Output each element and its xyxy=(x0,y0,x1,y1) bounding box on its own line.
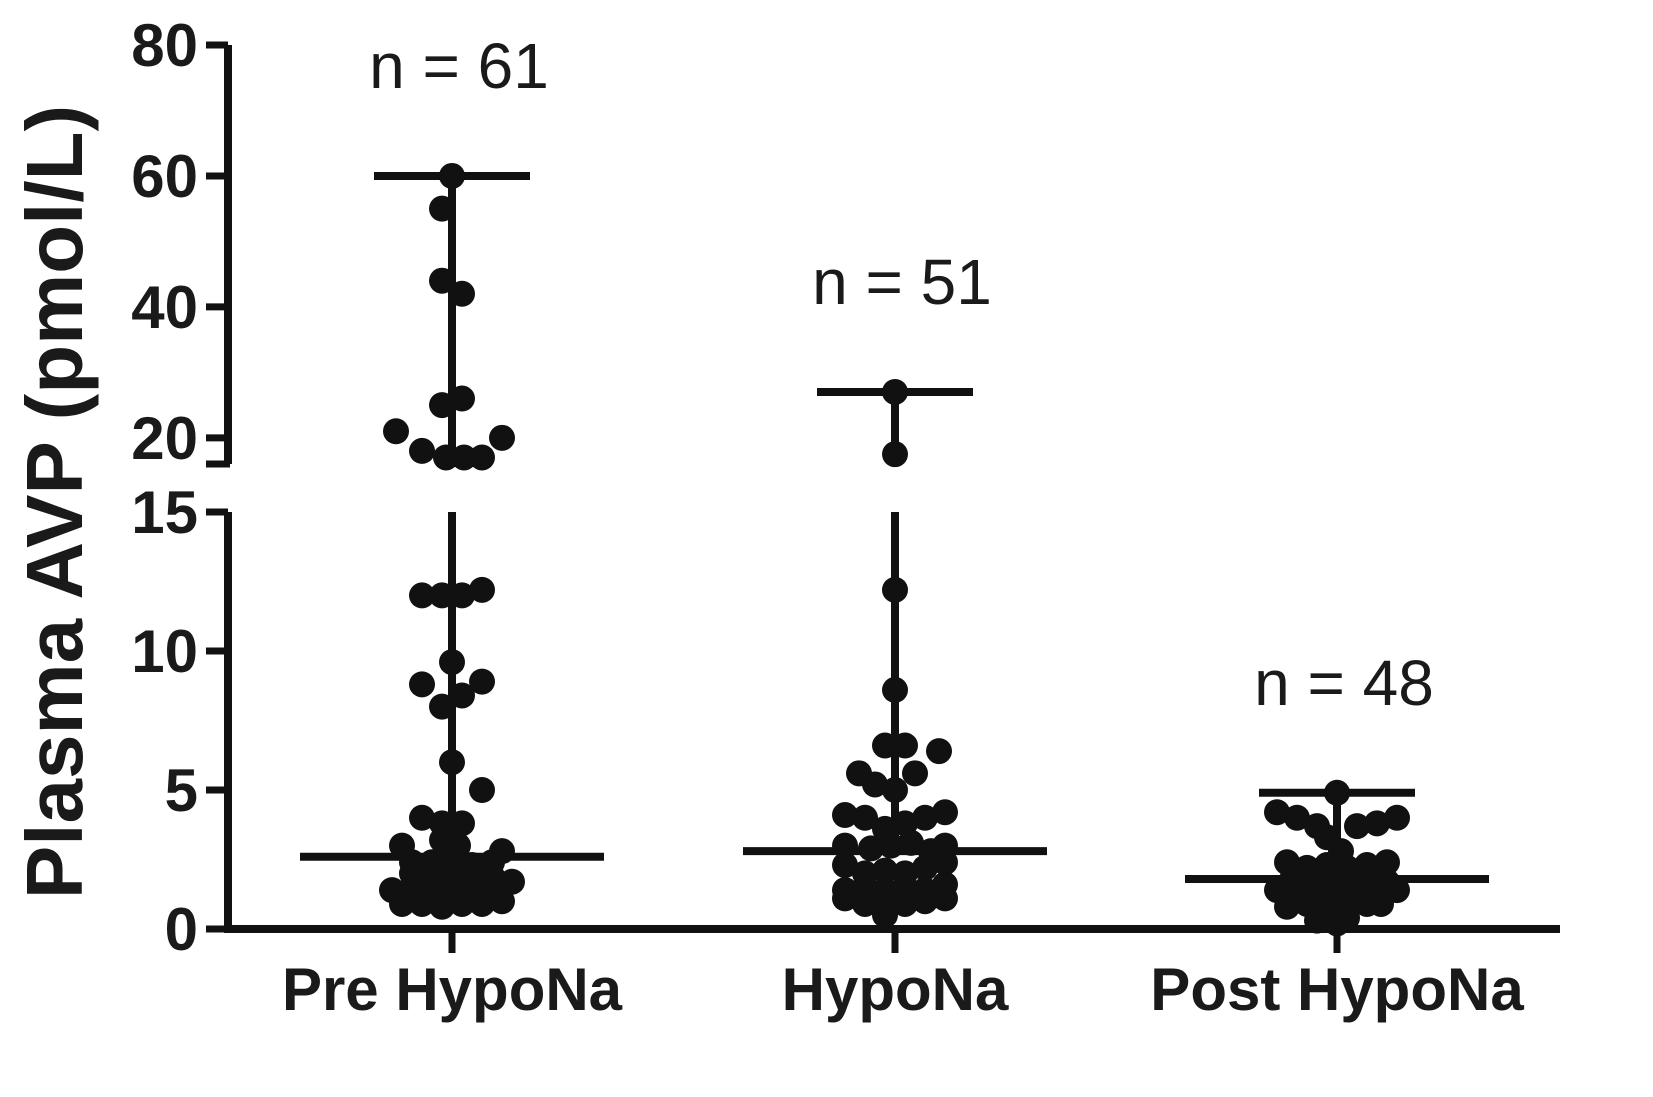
y-tick-label: 80 xyxy=(131,12,198,79)
y-tick-label: 60 xyxy=(131,143,198,210)
labels: 0 5 10 15 20 40 60 80 Pre HypoNa n = 61 HypoNa n = … xyxy=(131,12,1524,1023)
data-point xyxy=(1304,907,1330,934)
data-point xyxy=(449,582,475,609)
data-point xyxy=(1274,893,1300,920)
data-point xyxy=(1324,779,1350,806)
y-tick-label: 20 xyxy=(131,405,198,472)
x-category-label: Pre HypoNa xyxy=(282,956,623,1023)
data-point xyxy=(878,832,904,859)
data-point xyxy=(439,162,465,189)
data-point xyxy=(1334,904,1360,931)
data-point xyxy=(1384,804,1410,831)
data-point xyxy=(409,804,435,831)
data-point xyxy=(892,732,918,759)
data-point xyxy=(882,777,908,803)
data-point xyxy=(852,804,878,831)
data-point xyxy=(1364,810,1390,837)
data-point xyxy=(451,444,477,471)
data-point xyxy=(898,829,924,856)
y-tick-label: 40 xyxy=(131,274,198,341)
data-point xyxy=(852,890,878,917)
data-point xyxy=(932,799,958,826)
data-point xyxy=(882,576,908,603)
data-point xyxy=(439,649,465,676)
data-point xyxy=(489,888,515,915)
data-point xyxy=(449,385,475,412)
data-point xyxy=(429,693,455,720)
y-axis-label: Plasma AVP (pmol/L) xyxy=(10,105,99,899)
x-category-label: HypoNa xyxy=(782,956,1009,1023)
data-point xyxy=(892,890,918,917)
data-point xyxy=(858,835,884,862)
y-tick-label: 5 xyxy=(165,757,198,824)
data-point xyxy=(389,890,415,917)
data-point xyxy=(882,378,908,405)
data-point xyxy=(1284,804,1310,831)
data-point xyxy=(499,868,525,895)
data-point xyxy=(832,852,858,879)
data-point xyxy=(449,682,475,709)
data-point xyxy=(469,777,495,803)
data-point xyxy=(449,810,475,837)
data-point xyxy=(832,885,858,912)
data-point xyxy=(912,854,938,881)
data-point xyxy=(409,671,435,698)
y-tick-label: 10 xyxy=(131,618,198,685)
data-point xyxy=(832,802,858,829)
n-count-label: n = 48 xyxy=(1254,647,1434,719)
data-point xyxy=(872,857,898,884)
data-point xyxy=(439,749,465,776)
data-point xyxy=(902,760,928,787)
data-point xyxy=(429,267,455,294)
data-point xyxy=(872,732,898,759)
data-point xyxy=(469,668,495,695)
data-point xyxy=(383,418,409,445)
data-point xyxy=(1264,799,1290,826)
data-point xyxy=(429,893,455,920)
data-point xyxy=(1344,813,1370,840)
data-point xyxy=(489,424,515,451)
data-point xyxy=(429,392,455,419)
data-point xyxy=(882,441,908,468)
data-point xyxy=(832,832,858,859)
y-tick-label: 0 xyxy=(165,896,198,963)
data-point xyxy=(926,738,952,765)
data-point xyxy=(912,804,938,831)
x-category-label: Post HypoNa xyxy=(1150,956,1524,1023)
data-point xyxy=(1368,890,1394,917)
y-tick-label: 15 xyxy=(131,479,198,546)
data-point xyxy=(882,676,908,703)
data-point xyxy=(449,280,475,307)
data-point xyxy=(912,888,938,915)
data-point xyxy=(409,582,435,609)
data-point xyxy=(872,902,898,929)
data-point xyxy=(429,582,455,609)
data-point xyxy=(469,444,495,471)
data-point xyxy=(932,849,958,876)
data-point xyxy=(409,890,435,917)
n-count-label: n = 61 xyxy=(369,30,549,102)
data-point xyxy=(469,576,495,603)
data-point xyxy=(449,890,475,917)
data-point xyxy=(932,885,958,912)
data-point xyxy=(469,890,495,917)
data-point xyxy=(429,195,455,222)
data-point xyxy=(862,771,888,798)
data-points xyxy=(379,162,1410,937)
n-count-label: n = 51 xyxy=(812,246,992,318)
data-point xyxy=(409,437,435,464)
data-point xyxy=(433,444,459,471)
